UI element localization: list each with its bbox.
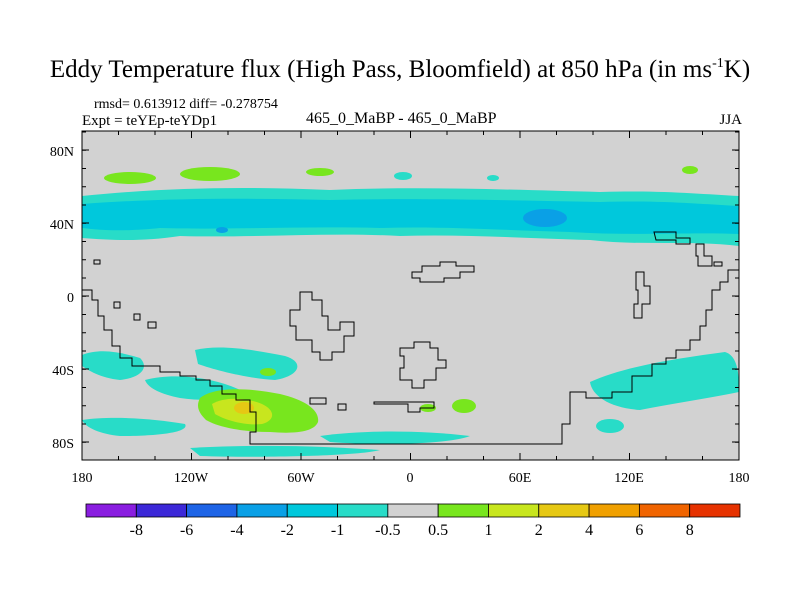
southern-negative-patch bbox=[596, 419, 624, 433]
colorbar-label: 2 bbox=[535, 522, 543, 539]
difference-cases-label: 465_0_MaBP - 465_0_MaBP bbox=[306, 110, 497, 127]
y-tick-label: 80N bbox=[50, 145, 74, 160]
colorbar-swatch bbox=[689, 503, 741, 518]
colorbar-label: -8 bbox=[130, 522, 143, 539]
arctic-negative-patch bbox=[394, 172, 412, 180]
x-tick-label: 60W bbox=[287, 471, 315, 486]
southern-positive-patch bbox=[452, 399, 476, 413]
x-tick-label: 60E bbox=[509, 471, 532, 486]
arctic-positive-patch bbox=[180, 167, 240, 181]
northern-core-strong-negative bbox=[523, 209, 567, 227]
southern-negative-patch bbox=[82, 417, 186, 436]
map-background bbox=[82, 131, 739, 460]
colorbar-swatch bbox=[337, 503, 389, 518]
colorbar-label: 8 bbox=[686, 522, 694, 539]
colorbar-swatch bbox=[387, 503, 439, 518]
southern-positive-patch bbox=[260, 368, 276, 376]
colorbar-swatch bbox=[135, 503, 188, 518]
x-tick-label: 120W bbox=[174, 471, 209, 486]
southern-negative-patch bbox=[320, 431, 470, 444]
southern-positive-max bbox=[234, 402, 254, 414]
experiment-label: Expt = teYEp-teYDp1 bbox=[82, 113, 218, 129]
arctic-negative-patch bbox=[487, 175, 499, 181]
y-tick-label: 40S bbox=[52, 364, 74, 379]
colorbar bbox=[85, 503, 741, 518]
colorbar-label: 6 bbox=[635, 522, 643, 539]
colorbar-label: -1 bbox=[331, 522, 344, 539]
colorbar-label: -2 bbox=[281, 522, 294, 539]
colorbar-swatch bbox=[236, 503, 288, 518]
colorbar-swatch bbox=[286, 503, 338, 518]
colorbar-label: -6 bbox=[180, 522, 193, 539]
colorbar-swatch bbox=[488, 503, 540, 518]
colorbar-swatch bbox=[437, 503, 489, 518]
arctic-positive-patch bbox=[306, 168, 334, 176]
colorbar-label: -0.5 bbox=[375, 522, 400, 539]
contour-map bbox=[82, 131, 739, 460]
colorbar-swatch bbox=[638, 503, 691, 518]
northern-small-negative bbox=[216, 227, 228, 233]
x-tick-label: 180 bbox=[729, 471, 750, 486]
colorbar-label: -4 bbox=[230, 522, 243, 539]
colorbar-labels: -8 -6 -4 -2 -1 -0.5 0.5 1 2 4 6 8 bbox=[130, 522, 694, 539]
x-tick-label: 180 bbox=[72, 471, 93, 486]
y-tick-label: 0 bbox=[67, 291, 74, 306]
plot-title: Eddy Temperature flux (High Pass, Bloomf… bbox=[49, 56, 751, 83]
colorbar-swatch bbox=[588, 503, 640, 518]
x-tick-label: 0 bbox=[407, 471, 414, 486]
season-label: JJA bbox=[719, 112, 742, 128]
northern-negative-band-core bbox=[82, 198, 739, 234]
colorbar-swatch bbox=[538, 503, 590, 518]
colorbar-label: 1 bbox=[484, 522, 492, 539]
colorbar-label: 4 bbox=[585, 522, 593, 539]
arctic-positive-patch bbox=[104, 172, 156, 184]
rmsd-diff-stats: rmsd= 0.613912 diff= -0.278754 bbox=[94, 97, 278, 112]
colorbar-swatch bbox=[85, 503, 137, 518]
arctic-positive-patch bbox=[682, 166, 698, 174]
coastlines bbox=[82, 231, 739, 445]
colorbar-swatch bbox=[186, 503, 238, 518]
southern-negative-patch bbox=[590, 352, 739, 410]
y-tick-label: 80S bbox=[52, 437, 74, 452]
southern-negative-band-bottom bbox=[190, 445, 380, 457]
colorbar-label: 0.5 bbox=[428, 522, 448, 539]
axis-ticks bbox=[81, 131, 740, 460]
y-tick-label: 40N bbox=[50, 218, 74, 233]
x-tick-label: 120E bbox=[614, 471, 644, 486]
